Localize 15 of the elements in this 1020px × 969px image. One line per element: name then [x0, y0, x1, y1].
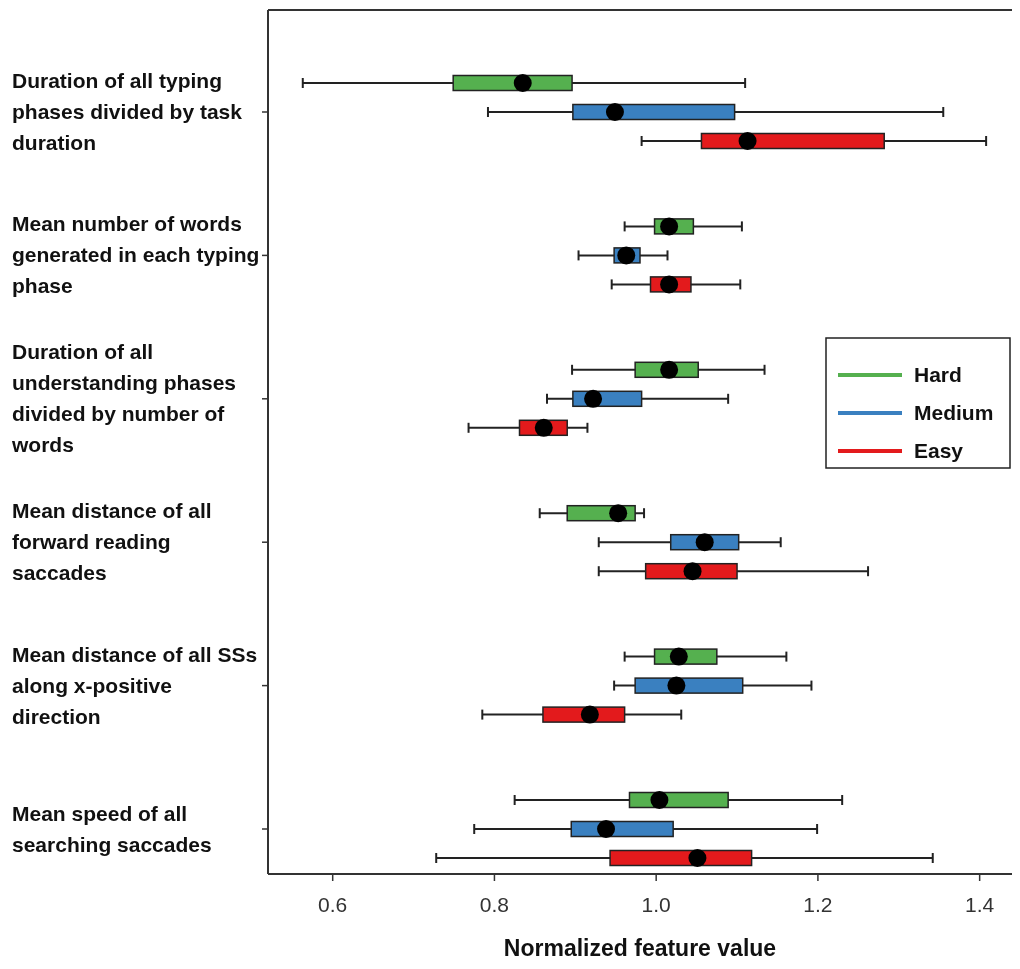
x-tick-label: 1.0 — [641, 893, 671, 916]
legend-label: Medium — [914, 401, 994, 424]
x-tick-label: 1.2 — [803, 893, 833, 916]
legend-label: Easy — [914, 439, 964, 462]
y-tick-label: Duration of all typing phases divided by task duration — [12, 69, 243, 154]
y-tick-label: Duration of all understanding phases divided by number of words — [11, 340, 237, 457]
x-tick-label: 0.6 — [318, 893, 348, 916]
y-tick-label: Mean distance of all SSs along x-positive direction — [12, 642, 258, 728]
y-tick-label: Mean number of words generated in each typing phase — [12, 212, 260, 298]
x-tick-label: 0.8 — [479, 893, 510, 916]
y-tick-label: Mean speed of all searching saccades — [12, 801, 212, 856]
x-tick-label: 1.4 — [965, 893, 995, 916]
x-axis-title: Normalized feature value — [503, 935, 777, 961]
y-tick-label: Mean distance of all forward reading saccades — [12, 499, 212, 585]
legend-label: Hard — [914, 363, 962, 386]
